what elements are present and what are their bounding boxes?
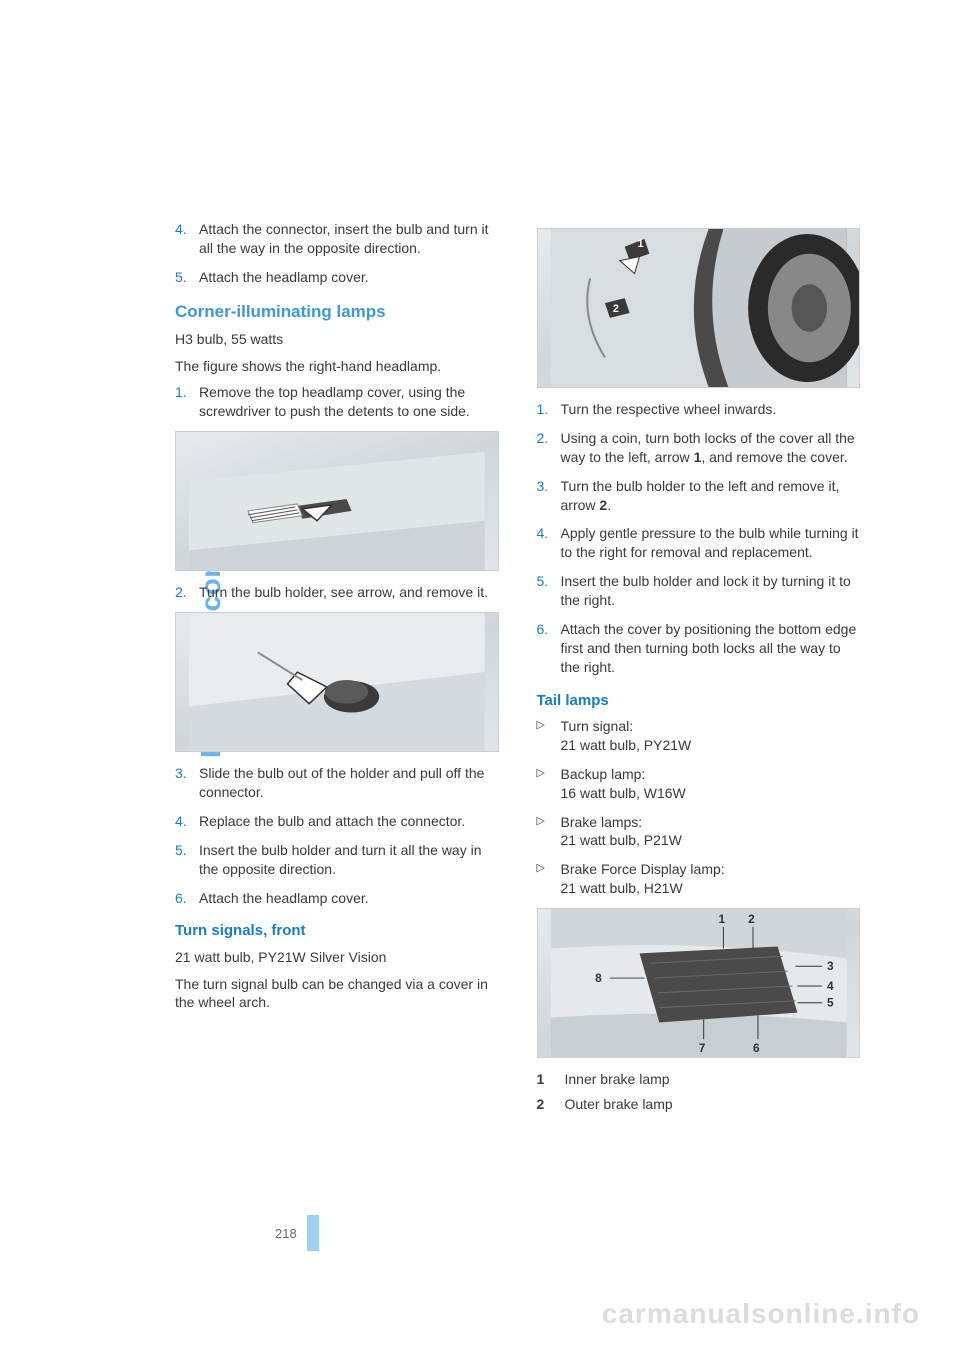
step-number: 3.: [175, 764, 199, 802]
svg-text:2: 2: [748, 912, 755, 926]
wheel-steps: 1.Turn the respective wheel inwards. 2.U…: [537, 400, 861, 677]
step-text: Insert the bulb holder and turn it all t…: [199, 841, 499, 879]
step-text: Attach the headlamp cover.: [199, 889, 499, 908]
svg-text:6: 6: [753, 1041, 760, 1055]
page-number-block: 218: [175, 1223, 319, 1243]
heading-tail-lamps: Tail lamps: [537, 691, 861, 711]
svg-text:7: 7: [698, 1041, 705, 1055]
bullet-text: Backup lamp:16 watt bulb, W16W: [561, 765, 861, 803]
bullet-text: Brake lamps:21 watt bulb, P21W: [561, 813, 861, 851]
corner-spec: H3 bulb, 55 watts: [175, 330, 499, 349]
page-number: 218: [175, 1226, 307, 1241]
heading-corner-lamps: Corner-illuminating lamps: [175, 301, 499, 324]
label-text: Outer brake lamp: [565, 1095, 673, 1114]
tail-bullets: ▷Turn signal:21 watt bulb, PY21W ▷Backup…: [537, 717, 861, 898]
corner-steps-b: 2.Turn the bulb holder, see arrow, and r…: [175, 583, 499, 602]
bullet-icon: ▷: [537, 860, 561, 898]
svg-text:5: 5: [827, 996, 834, 1010]
step-number: 1.: [175, 383, 199, 421]
bullet-icon: ▷: [537, 813, 561, 851]
step-text: Replace the bulb and attach the connecto…: [199, 812, 499, 831]
step-text: Attach the connector, insert the bulb an…: [199, 220, 499, 258]
step-number: 4.: [175, 220, 199, 258]
step-text: Turn the bulb holder, see arrow, and rem…: [199, 583, 499, 602]
step-number: 5.: [175, 268, 199, 287]
heading-turn-signals: Turn signals, front: [175, 921, 499, 941]
step-text: Turn the respective wheel inwards.: [561, 400, 861, 419]
bullet-icon: ▷: [537, 765, 561, 803]
corner-note: The figure shows the right-hand headlamp…: [175, 357, 499, 376]
step-text: Attach the headlamp cover.: [199, 268, 499, 287]
tail-label-list: 1Inner brake lamp 2Outer brake lamp: [537, 1070, 861, 1114]
turn-note: The turn signal bulb can be changed via …: [175, 975, 499, 1013]
bullet-text: Turn signal:21 watt bulb, PY21W: [561, 717, 861, 755]
step-number: 2.: [537, 429, 561, 467]
step-number: 1.: [537, 400, 561, 419]
step-text: Apply gentle pressure to the bulb while …: [561, 524, 861, 562]
figure-tail-lamp: 1 2 3 4 5 6 7 8: [537, 908, 861, 1058]
label-number: 1: [537, 1070, 565, 1089]
watermark: carmanualsonline.info: [602, 1298, 920, 1330]
svg-text:1: 1: [718, 912, 725, 926]
step-number: 5.: [175, 841, 199, 879]
svg-text:4: 4: [827, 979, 834, 993]
step-text: Remove the top headlamp cover, using the…: [199, 383, 499, 421]
step-number: 6.: [175, 889, 199, 908]
step-text: Attach the cover by positioning the bott…: [561, 620, 861, 677]
figure-wheel-arch: 1 2: [537, 228, 861, 388]
intro-steps: 4.Attach the connector, insert the bulb …: [175, 220, 499, 287]
step-text: Using a coin, turn both locks of the cov…: [561, 429, 861, 467]
label-number: 2: [537, 1095, 565, 1114]
bullet-text: Brake Force Display lamp:21 watt bulb, H…: [561, 860, 861, 898]
step-number: 2.: [175, 583, 199, 602]
figure-bulb-holder: [175, 612, 499, 752]
step-number: 3.: [537, 477, 561, 515]
corner-steps-a: 1.Remove the top headlamp cover, using t…: [175, 383, 499, 421]
step-text: Slide the bulb out of the holder and pul…: [199, 764, 499, 802]
svg-text:1: 1: [637, 238, 643, 250]
figure-headlamp-cover: [175, 431, 499, 571]
step-number: 4.: [175, 812, 199, 831]
turn-spec: 21 watt bulb, PY21W Silver Vision: [175, 948, 499, 967]
step-number: 4.: [537, 524, 561, 562]
page-content: 4.Attach the connector, insert the bulb …: [175, 220, 860, 1120]
step-text: Insert the bulb holder and lock it by tu…: [561, 572, 861, 610]
svg-text:8: 8: [595, 971, 602, 985]
corner-steps-c: 3.Slide the bulb out of the holder and p…: [175, 764, 499, 907]
bullet-icon: ▷: [537, 717, 561, 755]
svg-text:3: 3: [827, 959, 834, 973]
step-number: 6.: [537, 620, 561, 677]
svg-text:2: 2: [612, 303, 618, 315]
step-text: Turn the bulb holder to the left and rem…: [561, 477, 861, 515]
right-column: 1 2 1.Turn the respective wheel inwards.…: [537, 220, 861, 1120]
left-column: 4.Attach the connector, insert the bulb …: [175, 220, 499, 1120]
page-bar-icon: [307, 1215, 319, 1251]
label-text: Inner brake lamp: [565, 1070, 670, 1089]
step-number: 5.: [537, 572, 561, 610]
